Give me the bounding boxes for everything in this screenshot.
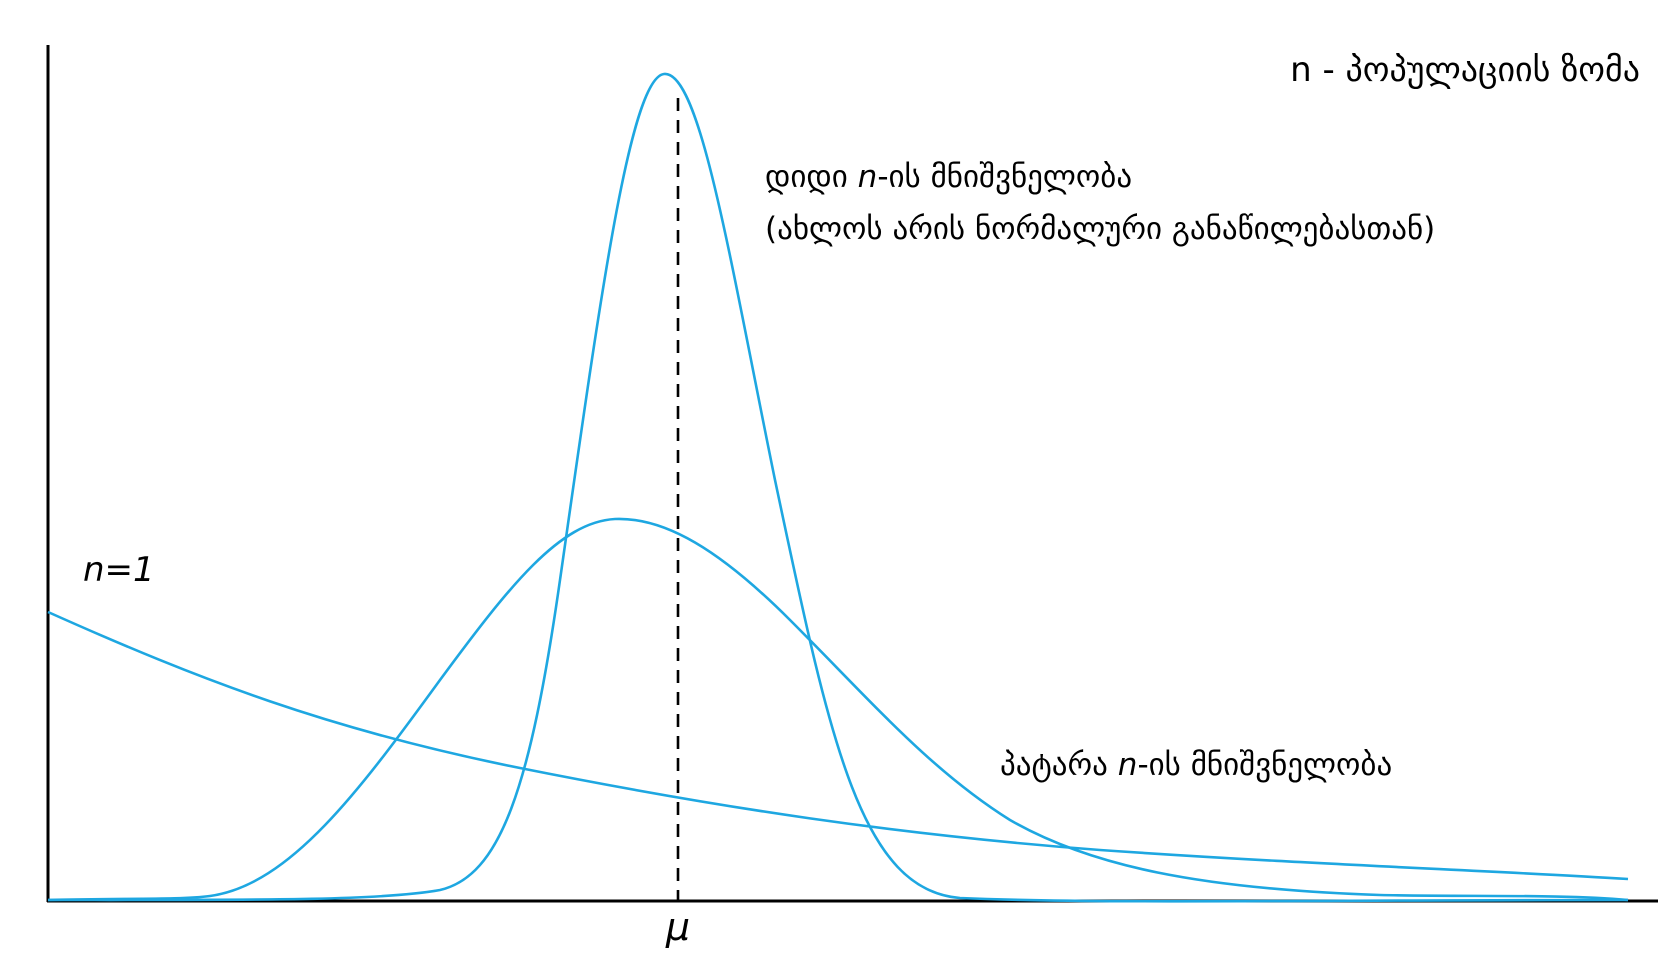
small-n-label-prefix: პატარა (1000, 747, 1118, 783)
large-n-label-prefix: დიდი (765, 159, 858, 195)
large-n-label: დიდი n-ის მნიშვნელობა (765, 159, 1132, 195)
large-n-label-var: n (858, 159, 878, 195)
mu-label: μ (665, 905, 690, 949)
large-n-label-note: (ახლოს არის ნორმალური განაწილებასთან) (765, 211, 1435, 247)
curve-small-n (47, 517, 1629, 902)
large-n-label-suffix: -ის მნიშვნელობა (877, 159, 1132, 195)
small-n-label: პატარა n-ის მნიშვნელობა (1000, 747, 1392, 783)
curve-large-n (47, 72, 1629, 903)
small-n-label-var: n (1118, 747, 1138, 783)
population-size-title: n - პოპულაციის ზომა (1290, 50, 1640, 90)
small-n-label-suffix: -ის მნიშვნელობა (1137, 747, 1392, 783)
n1-label: n=1 (83, 550, 155, 590)
curve-n1 (47, 610, 1629, 881)
